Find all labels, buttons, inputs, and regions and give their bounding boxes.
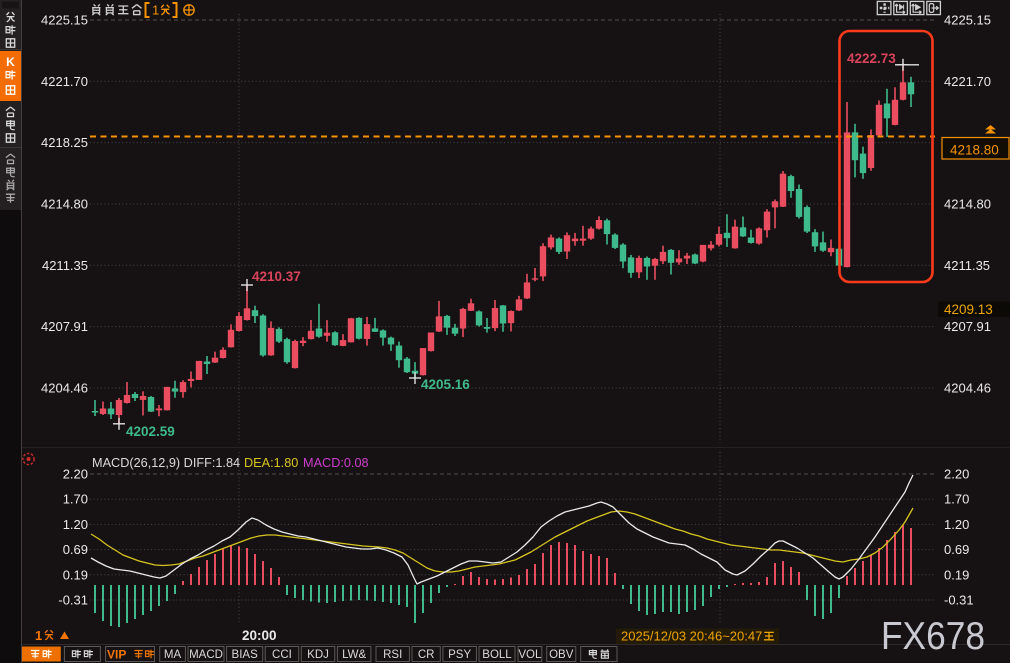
svg-text:4209.13: 4209.13 <box>944 302 993 317</box>
svg-text:VOL: VOL <box>518 649 542 661</box>
svg-text:1.70: 1.70 <box>944 492 969 507</box>
svg-text:BIAS: BIAS <box>232 649 259 661</box>
svg-text:0.19: 0.19 <box>63 567 88 582</box>
svg-text:LW&: LW& <box>342 649 366 661</box>
svg-text:20:00: 20:00 <box>242 628 277 643</box>
svg-text:1.70: 1.70 <box>63 492 88 507</box>
svg-text:2.20: 2.20 <box>63 467 88 482</box>
svg-text:4221.70: 4221.70 <box>41 74 88 89</box>
svg-text:4207.91: 4207.91 <box>41 319 88 334</box>
svg-text:1.20: 1.20 <box>63 517 88 532</box>
svg-text:FX678: FX678 <box>881 615 985 658</box>
svg-text:1.20: 1.20 <box>944 517 969 532</box>
svg-text:4211.35: 4211.35 <box>944 258 990 273</box>
svg-text:4207.91: 4207.91 <box>944 319 991 334</box>
svg-text:4225.15: 4225.15 <box>41 13 88 28</box>
svg-text:MA: MA <box>164 649 182 661</box>
svg-text:4225.15: 4225.15 <box>944 13 991 28</box>
svg-text:4211.35: 4211.35 <box>42 258 88 273</box>
svg-text:4218.25: 4218.25 <box>41 135 88 150</box>
svg-text:RSI: RSI <box>383 649 402 661</box>
svg-text:MACD:0.08: MACD:0.08 <box>303 456 369 470</box>
svg-text:4214.80: 4214.80 <box>41 197 88 212</box>
svg-text:4218.80: 4218.80 <box>950 143 999 158</box>
svg-text:OBV: OBV <box>549 649 574 661</box>
svg-text:1: 1 <box>152 3 159 18</box>
svg-text:MACD: MACD <box>189 649 223 661</box>
svg-text:MACD(26,12,9) DIFF:1.84: MACD(26,12,9) DIFF:1.84 <box>92 456 240 470</box>
svg-text:BOLL: BOLL <box>482 649 512 661</box>
svg-text:CR: CR <box>418 649 435 661</box>
svg-text:4222.73: 4222.73 <box>847 51 896 66</box>
svg-text:1: 1 <box>35 628 42 643</box>
svg-text:4204.46: 4204.46 <box>944 381 991 396</box>
svg-text:KDJ: KDJ <box>307 649 329 661</box>
svg-text:2025/12/03 20:46~20:47: 2025/12/03 20:46~20:47 <box>621 629 762 644</box>
svg-text:DEA:1.80: DEA:1.80 <box>244 456 298 470</box>
svg-text:4214.80: 4214.80 <box>944 197 991 212</box>
svg-text:0.69: 0.69 <box>63 542 88 557</box>
svg-text:4221.70: 4221.70 <box>944 74 991 89</box>
svg-text:-0.31: -0.31 <box>58 593 88 608</box>
svg-text:4204.46: 4204.46 <box>41 381 88 396</box>
svg-text:2.20: 2.20 <box>944 467 969 482</box>
svg-text:4205.16: 4205.16 <box>421 377 470 392</box>
svg-text:-0.31: -0.31 <box>944 593 974 608</box>
svg-text:0.69: 0.69 <box>944 542 969 557</box>
svg-text:CCI: CCI <box>272 649 292 661</box>
svg-text:4210.37: 4210.37 <box>252 269 301 284</box>
svg-text:0.19: 0.19 <box>944 567 969 582</box>
svg-text:VIP: VIP <box>107 647 126 661</box>
svg-text:4202.59: 4202.59 <box>126 424 175 439</box>
svg-text:PSY: PSY <box>448 649 471 661</box>
svg-text:K: K <box>6 55 15 69</box>
